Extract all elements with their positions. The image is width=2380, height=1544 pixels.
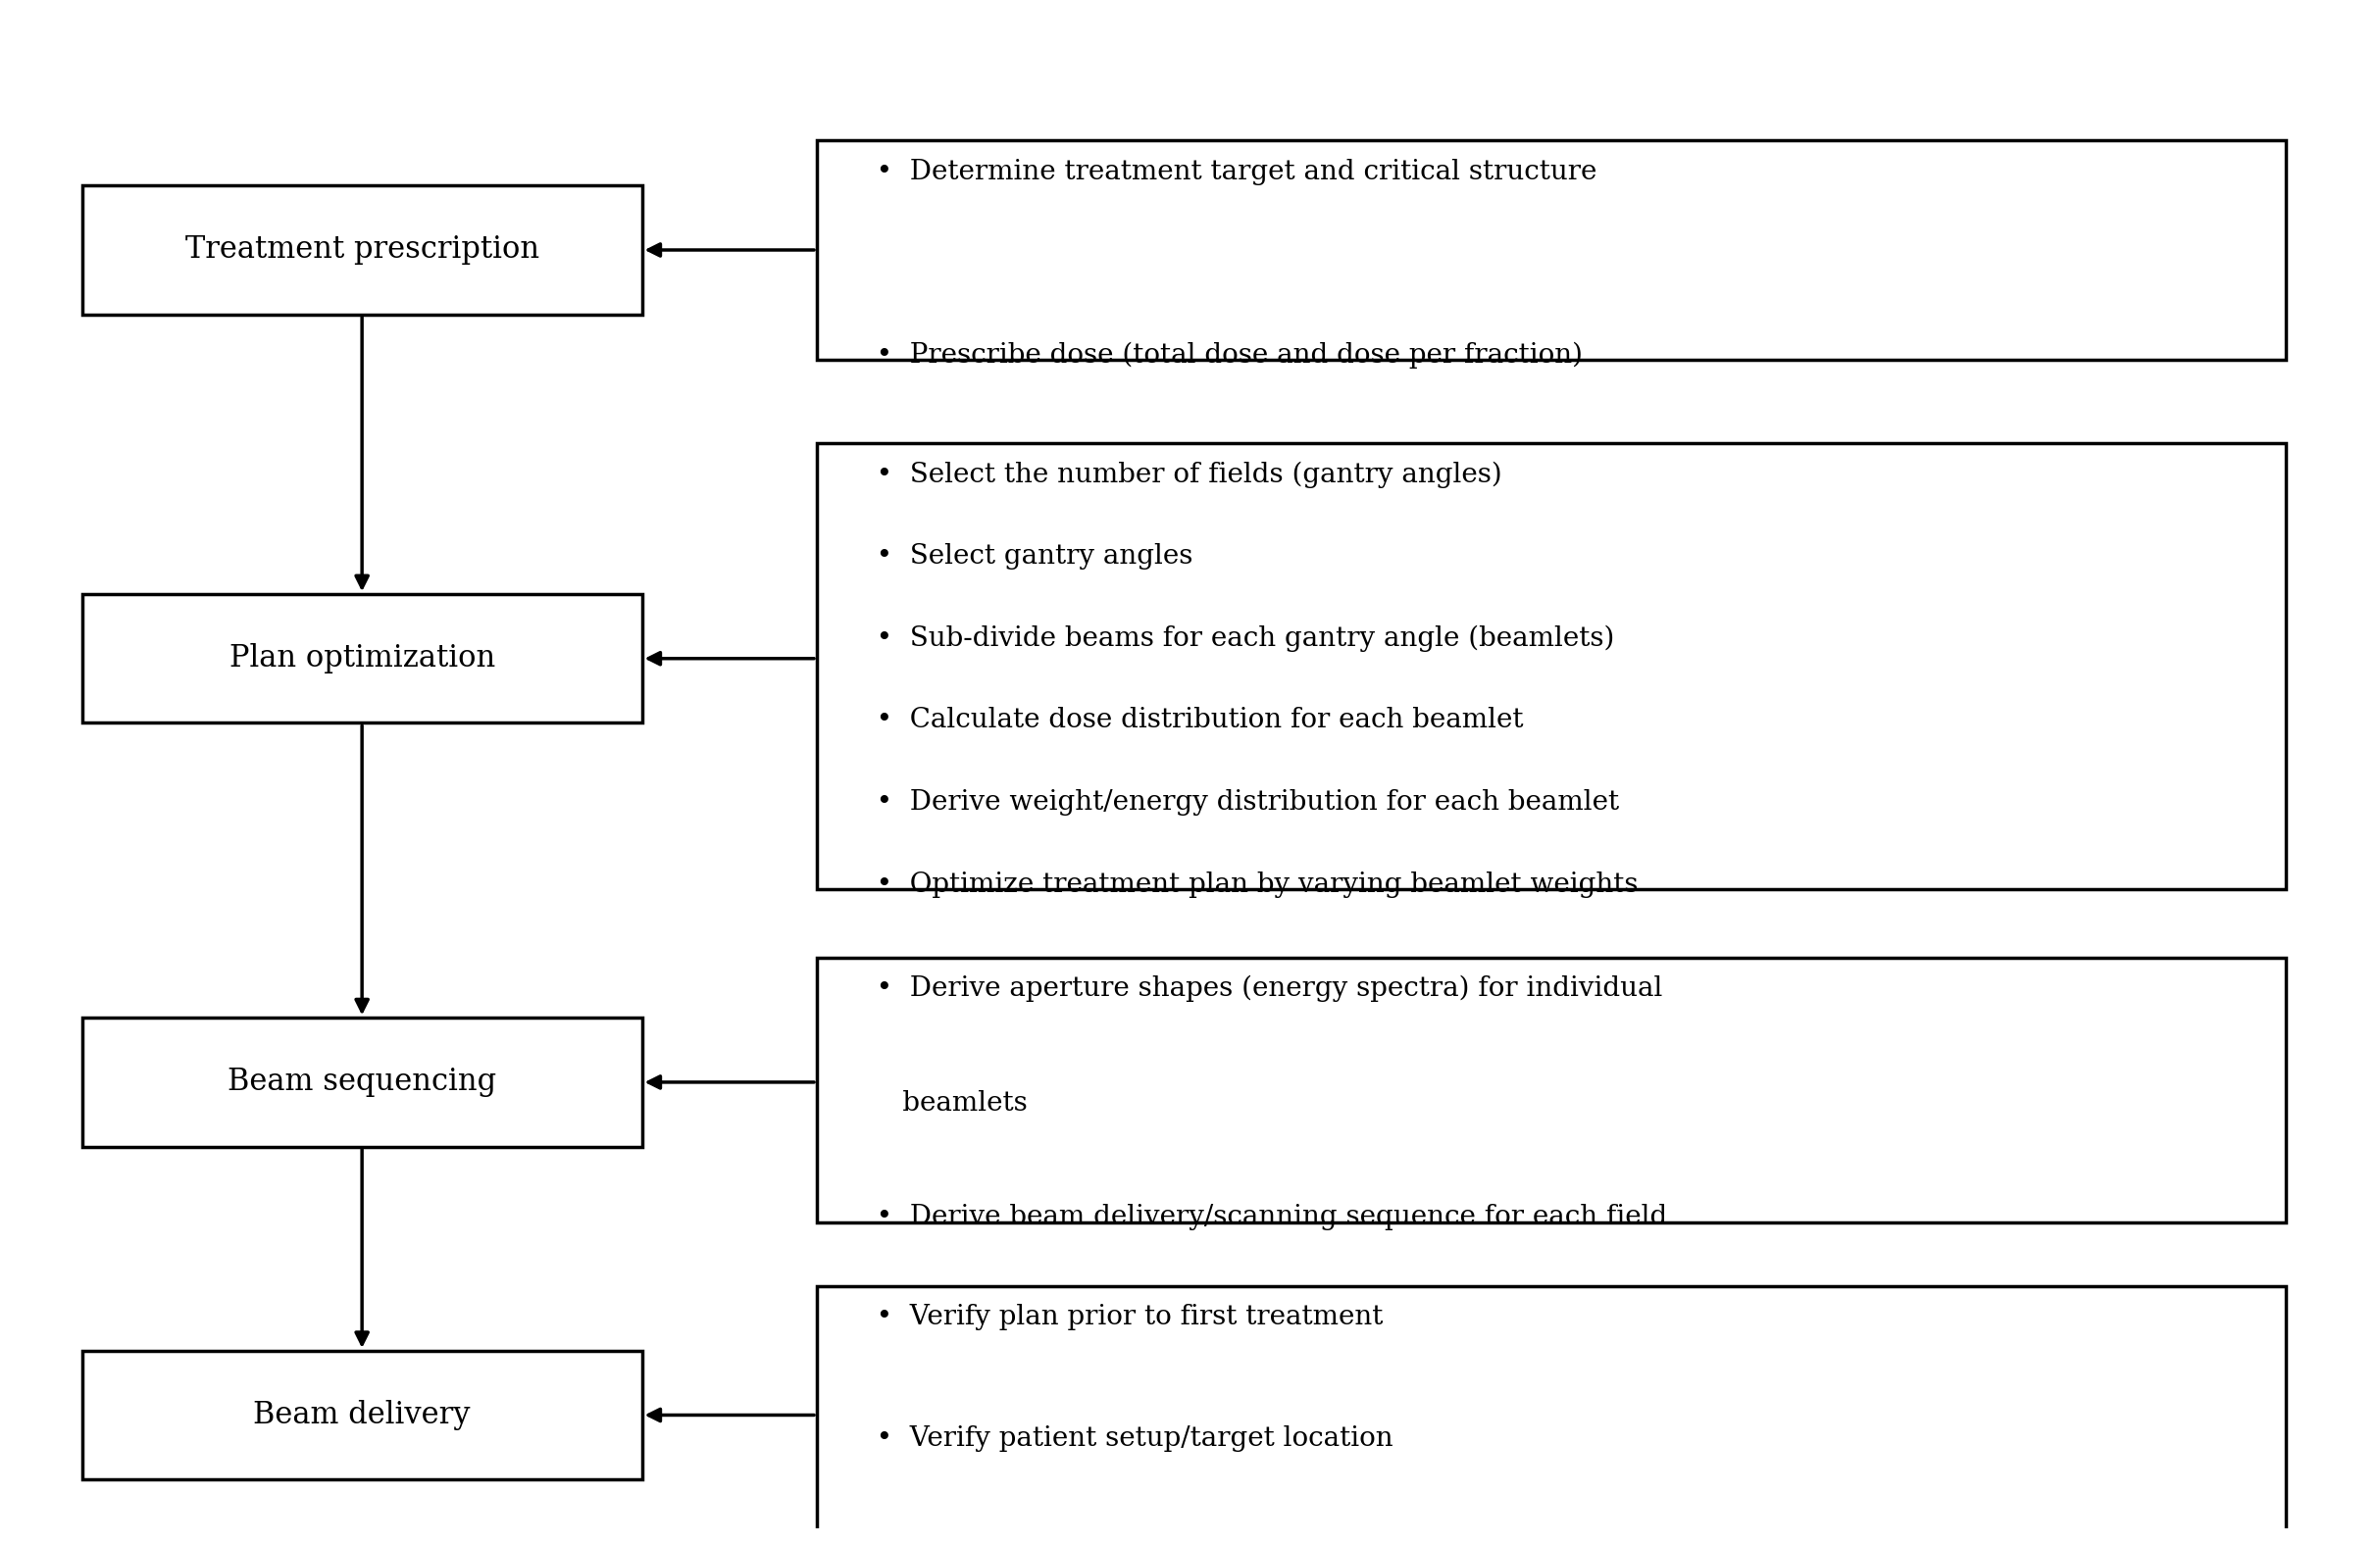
Text: •  Select the number of fields (gantry angles): • Select the number of fields (gantry an… [859,462,1502,488]
Text: •  Derive aperture shapes (energy spectra) for individual: • Derive aperture shapes (energy spectra… [859,976,1661,1002]
FancyBboxPatch shape [816,957,2287,1223]
Text: •  Prescribe dose (total dose and dose per fraction): • Prescribe dose (total dose and dose pe… [859,341,1583,369]
FancyBboxPatch shape [81,594,643,723]
FancyBboxPatch shape [81,185,643,315]
Text: •  Derive beam delivery/scanning sequence for each field: • Derive beam delivery/scanning sequence… [859,1204,1666,1231]
Text: Treatment prescription: Treatment prescription [186,235,538,266]
FancyBboxPatch shape [816,1286,2287,1544]
Text: Beam delivery: Beam delivery [252,1400,471,1430]
Text: •  Verify plan prior to first treatment: • Verify plan prior to first treatment [859,1303,1383,1331]
Text: •  Determine treatment target and critical structure: • Determine treatment target and critica… [859,159,1597,185]
Text: beamlets: beamlets [859,1090,1028,1116]
FancyBboxPatch shape [816,443,2287,889]
FancyBboxPatch shape [81,1351,643,1479]
FancyBboxPatch shape [81,1017,643,1147]
FancyBboxPatch shape [816,141,2287,360]
Text: •  Verify patient setup/target location: • Verify patient setup/target location [859,1425,1392,1453]
Text: •  Sub-divide beams for each gantry angle (beamlets): • Sub-divide beams for each gantry angle… [859,625,1614,652]
Text: Plan optimization: Plan optimization [228,644,495,673]
Text: •  Derive weight/energy distribution for each beamlet: • Derive weight/energy distribution for … [859,789,1618,815]
Text: Beam sequencing: Beam sequencing [228,1067,497,1098]
Text: •  Calculate dose distribution for each beamlet: • Calculate dose distribution for each b… [859,707,1523,733]
Text: •  Select gantry angles: • Select gantry angles [859,543,1192,570]
Text: •  Optimize treatment plan by varying beamlet weights: • Optimize treatment plan by varying bea… [859,871,1637,897]
